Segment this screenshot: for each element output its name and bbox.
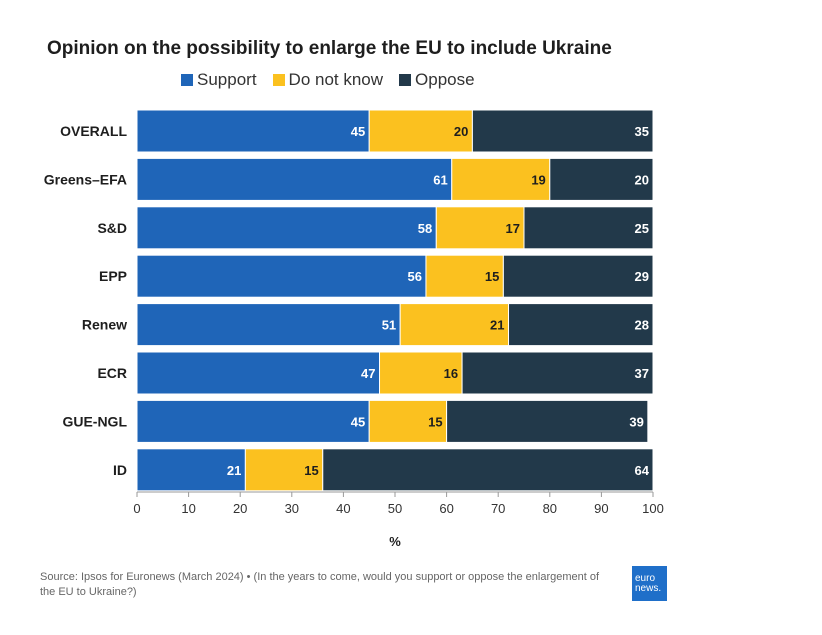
bar-segment	[471, 109, 654, 153]
data-label: 20	[454, 124, 468, 139]
source-note: Source: Ipsos for Euronews (March 2024) …	[40, 571, 600, 598]
x-tick-label: 50	[388, 501, 402, 516]
bar-segment	[322, 448, 654, 492]
legend: Support Do not know Oppose	[181, 70, 475, 90]
category-label: ECR	[97, 365, 127, 381]
chart-plot: OVERALL 45 20 35 Greens–EFA 61 19 20 S&D 58 17 25 EP…	[44, 109, 664, 549]
data-label: 15	[304, 463, 318, 478]
x-tick-label: 90	[594, 501, 608, 516]
data-label: 39	[629, 414, 643, 429]
bar-segment	[136, 254, 427, 298]
legend-label: Support	[197, 70, 257, 89]
chart-title: Opinion on the possibility to enlarge th…	[47, 38, 612, 59]
legend-swatch	[181, 74, 193, 86]
data-label: 20	[635, 172, 649, 187]
data-label: 35	[635, 124, 649, 139]
x-tick-label: 100	[642, 501, 664, 516]
bar-segment	[136, 109, 370, 153]
data-label: 15	[485, 269, 499, 284]
category-label: S&D	[97, 220, 127, 236]
x-tick-label: 10	[181, 501, 195, 516]
data-label: 64	[635, 463, 650, 478]
bar-segment	[379, 351, 463, 395]
data-label: 21	[227, 463, 241, 478]
x-tick-label: 20	[233, 501, 247, 516]
legend-item-0[interactable]: Support	[181, 70, 257, 90]
data-label: 56	[407, 269, 421, 284]
bar-segment	[244, 448, 324, 492]
data-label: 45	[351, 124, 365, 139]
data-label: 21	[490, 318, 504, 333]
legend-label: Do not know	[288, 70, 384, 89]
data-label: 61	[433, 172, 447, 187]
data-label: 51	[382, 318, 396, 333]
bar-segment	[136, 351, 381, 395]
data-label: 45	[351, 414, 365, 429]
category-label: OVERALL	[60, 123, 127, 139]
bar-segment	[136, 448, 246, 492]
bar-segment	[446, 399, 649, 443]
legend-swatch	[399, 74, 412, 86]
x-tick-label: 70	[491, 501, 505, 516]
x-tick-label: 0	[133, 501, 140, 516]
x-tick-label: 40	[336, 501, 350, 516]
data-label: 17	[506, 221, 520, 236]
data-label: 28	[635, 318, 649, 333]
bar-segment	[425, 254, 504, 298]
data-label: 47	[361, 366, 375, 381]
category-label: EPP	[99, 268, 127, 284]
data-label: 58	[418, 221, 432, 236]
bar-segment	[549, 157, 654, 201]
bar-segment	[368, 399, 448, 443]
legend-item-1[interactable]: Do not know	[272, 70, 384, 90]
data-label: 19	[531, 172, 545, 187]
category-label: Greens–EFA	[44, 171, 127, 187]
bar-segment	[451, 157, 551, 201]
category-label: ID	[113, 462, 127, 478]
bar-segment	[461, 351, 654, 395]
legend-label: Oppose	[415, 70, 475, 89]
data-label: 29	[635, 269, 649, 284]
logo-line-2: news.	[635, 582, 662, 594]
data-label: 37	[635, 366, 649, 381]
bar-segment	[435, 206, 525, 250]
x-axis-title: %	[389, 534, 401, 549]
x-tick-label: 80	[543, 501, 557, 516]
category-label: Renew	[82, 317, 127, 333]
bar-segment	[136, 399, 370, 443]
bar-segment	[136, 206, 437, 250]
data-label: 15	[428, 414, 442, 429]
data-label: 25	[635, 221, 649, 236]
legend-item-2[interactable]: Oppose	[399, 70, 475, 90]
bar-segment	[368, 109, 473, 153]
bar-segment	[136, 303, 401, 347]
bar-segment	[508, 303, 654, 347]
logo-line-1: euro	[635, 572, 656, 584]
bar-segment	[136, 157, 453, 201]
bar-segment	[502, 254, 654, 298]
legend-swatch	[272, 74, 285, 86]
bar-segment	[399, 303, 510, 347]
euronews-logo: euro news.	[632, 566, 667, 601]
category-label: GUE-NGL	[62, 413, 127, 429]
x-tick-label: 60	[439, 501, 453, 516]
x-tick-label: 30	[285, 501, 299, 516]
data-label: 16	[444, 366, 458, 381]
bar-segment	[523, 206, 654, 250]
